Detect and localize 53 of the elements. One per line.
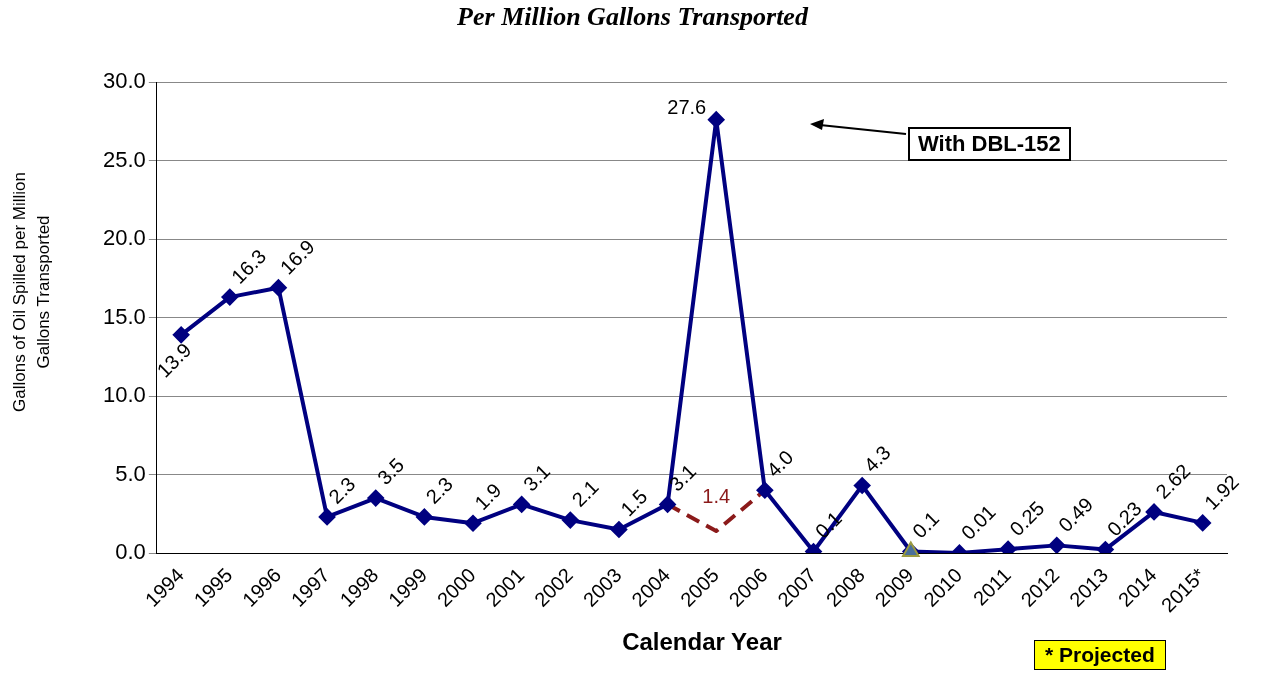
data-label: 0.49	[1054, 493, 1098, 537]
y-tick-label: 10.0	[102, 382, 146, 408]
data-label: 2.3	[421, 472, 457, 508]
data-label: 3.5	[372, 453, 409, 489]
chart-title: Per Million Gallons Transported	[456, 2, 810, 32]
point	[173, 326, 190, 343]
point	[708, 111, 725, 128]
point	[465, 515, 482, 532]
y-tick-label: 5.0	[115, 460, 146, 486]
data-label: 0.1	[908, 507, 944, 543]
data-label: 16.9	[275, 235, 319, 279]
x-axis-title: Calendar Year	[622, 628, 782, 655]
data-label: 4.3	[859, 441, 895, 477]
point	[416, 508, 433, 525]
data-label: 1.9	[470, 478, 506, 515]
y-axis-title: Gallons of Oil Spilled per Million Gallons Transported	[9, 171, 54, 414]
point	[756, 482, 773, 499]
data-label: 2.3	[324, 472, 360, 508]
data-label: 2.1	[567, 475, 603, 511]
data-label: 0.25	[1005, 496, 1049, 540]
data-label: 3.1	[518, 459, 555, 496]
y-tick-label: 20.0	[102, 225, 146, 251]
data-label: 1.4	[702, 485, 731, 508]
point	[562, 512, 579, 529]
point	[270, 279, 287, 296]
data-label: 16.3	[227, 244, 271, 288]
point	[854, 477, 871, 494]
point	[610, 521, 627, 538]
text: * Projected	[1034, 640, 1166, 670]
point	[1000, 541, 1017, 554]
data-label: 1.5	[616, 485, 652, 521]
y-tick-label: 30.0	[102, 68, 146, 94]
point	[367, 490, 384, 507]
data-label: 4.0	[762, 445, 798, 482]
data-label: 1.92	[1199, 470, 1244, 514]
point	[513, 496, 530, 513]
point	[221, 289, 238, 306]
point	[319, 508, 336, 525]
data-label: 0.1	[810, 507, 847, 543]
annotation: With DBL-152	[908, 127, 1071, 161]
y-tick-label: 0.0	[115, 539, 146, 565]
y-tick-label: 25.0	[102, 146, 146, 172]
data-label: 13.9	[152, 338, 196, 382]
point	[659, 496, 676, 513]
point	[1048, 537, 1065, 554]
data-label: 0.23	[1102, 497, 1146, 541]
y-tick-label: 15.0	[102, 303, 146, 329]
point	[1194, 514, 1211, 531]
data-label: 3.1	[664, 459, 701, 496]
point	[1097, 541, 1114, 554]
data-label: 0.01	[956, 500, 1000, 544]
point	[1146, 503, 1163, 520]
data-label: 27.6	[667, 95, 707, 118]
